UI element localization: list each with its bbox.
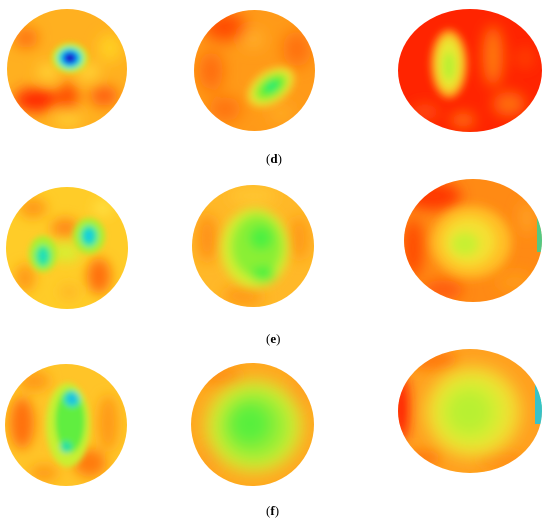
contour-disk-d-3 [398, 9, 542, 132]
panel-label-d-close: ) [277, 151, 282, 166]
panel-label-e-close: ) [276, 331, 281, 346]
panel-label-e-letter: e [270, 331, 277, 346]
panel-label-d: (d) [266, 151, 282, 167]
panel-label-e-open: ( [266, 331, 271, 346]
contour-disk-e-2 [192, 185, 314, 307]
contour-disk-e-3 [404, 179, 542, 302]
contour-disk-d-1 [7, 9, 127, 129]
panel-label-e: (e) [266, 331, 280, 347]
panel-label-d-letter: d [270, 151, 278, 166]
contour-disk-d-2 [194, 10, 315, 131]
panel-label-f-close: ) [274, 503, 280, 518]
panel-label-d-open: ( [266, 151, 271, 166]
contour-disk-f-1 [5, 364, 127, 486]
contour-disk-f-2 [191, 363, 314, 486]
contour-disk-f-3 [398, 349, 542, 473]
contour-disk-e-1 [6, 187, 128, 309]
panel-label-f-letter: f [270, 503, 275, 518]
panel-label-f: (f) [266, 503, 279, 519]
panel-label-f-open: ( [266, 503, 271, 518]
